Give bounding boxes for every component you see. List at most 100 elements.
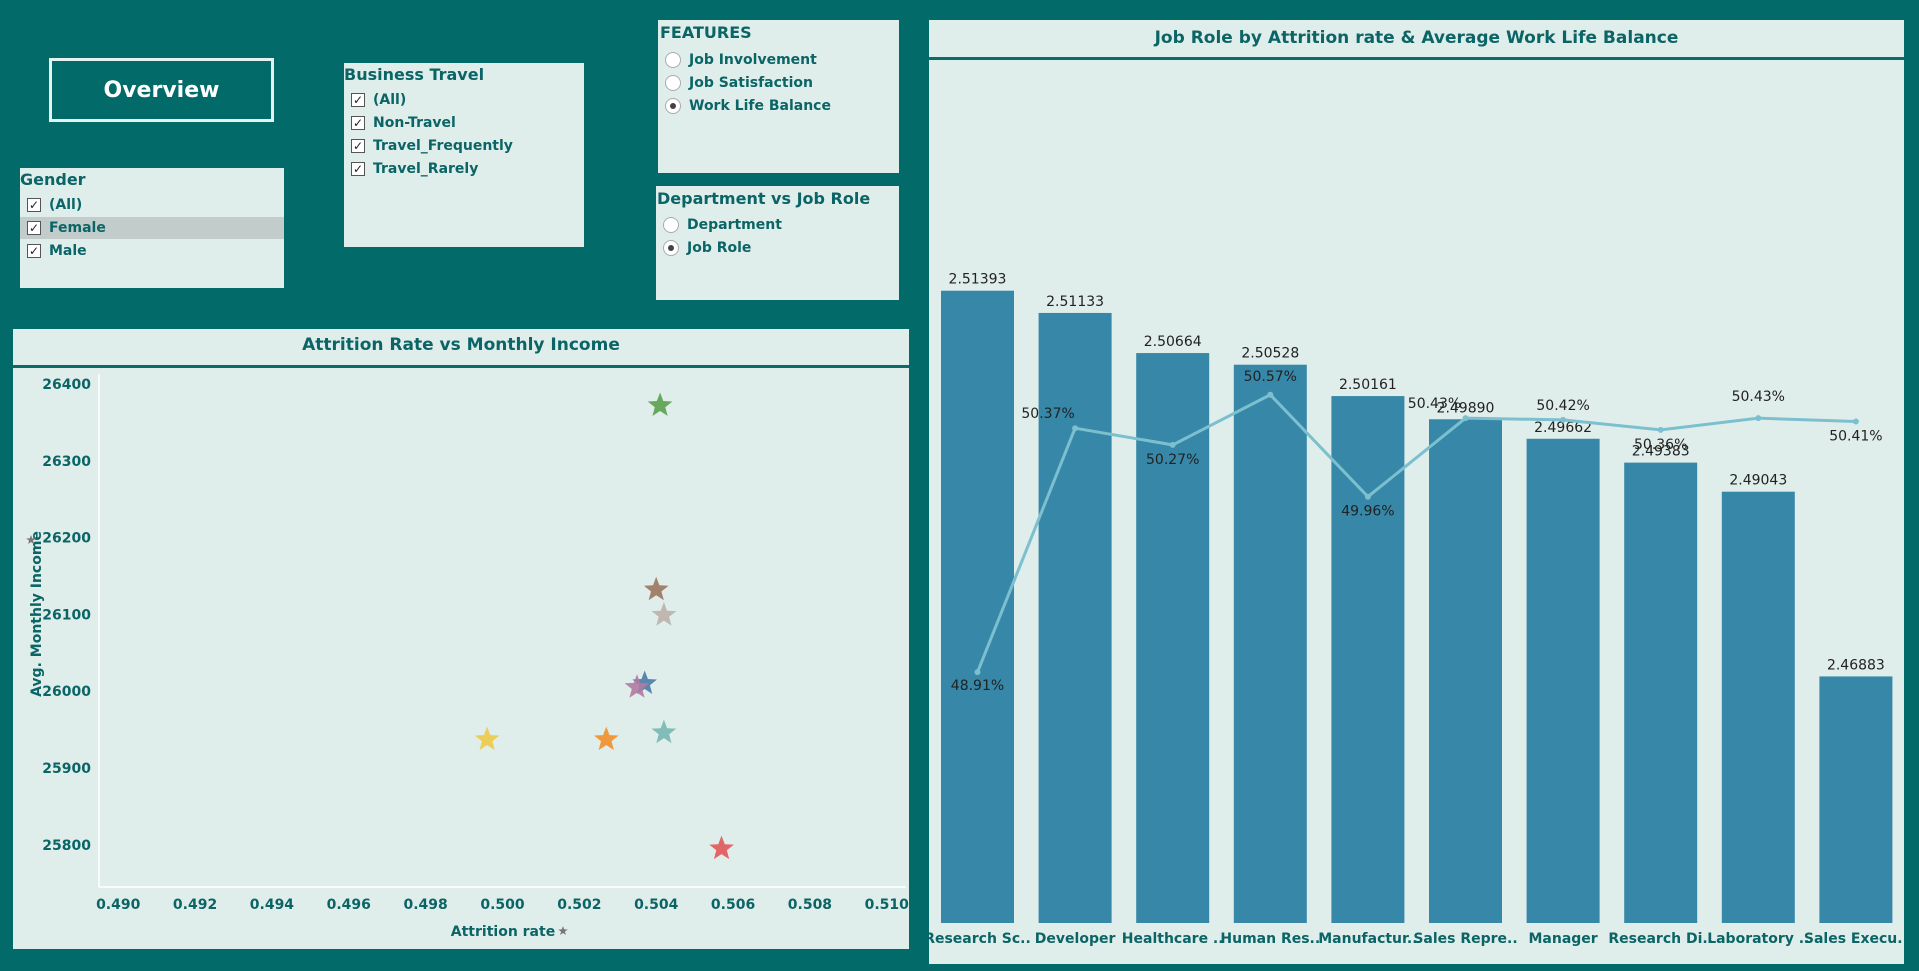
gender-option[interactable]: ✓ (All) bbox=[20, 194, 284, 216]
feature-option-label: Work Life Balance bbox=[689, 98, 831, 114]
scatter-plot: 25800 25900 26000 26100 26200 26300 26400 0.490… bbox=[26, 374, 909, 940]
radio-icon[interactable] bbox=[663, 217, 679, 233]
bar-category-label: Sales Repre.. bbox=[1413, 931, 1517, 947]
gender-option[interactable]: ✓ Male bbox=[20, 240, 284, 262]
radio-icon[interactable] bbox=[665, 52, 681, 68]
attrition-rate-point[interactable] bbox=[1462, 415, 1469, 422]
checkbox-icon[interactable]: ✓ bbox=[351, 162, 365, 176]
business-travel-option[interactable]: ✓ Travel_Rarely bbox=[344, 158, 584, 180]
bar-category-label: Manufactur.. bbox=[1318, 931, 1417, 947]
scatter-x-tick-label: 0.500 bbox=[480, 897, 525, 913]
scatter-x-tick-label: 0.502 bbox=[557, 897, 601, 913]
bar-average-work-life-balance[interactable] bbox=[1331, 396, 1405, 923]
scatter-y-tick-label: 26200 bbox=[42, 531, 91, 547]
radio-icon[interactable] bbox=[665, 98, 681, 114]
attrition-rate-label: 50.43% bbox=[1408, 396, 1461, 412]
bar-average-work-life-balance[interactable] bbox=[1136, 353, 1210, 923]
scatter-point-star[interactable] bbox=[709, 835, 734, 860]
attrition-rate-label: 49.96% bbox=[1341, 504, 1394, 520]
gender-option-label: Male bbox=[49, 243, 87, 259]
radio-icon[interactable] bbox=[663, 240, 679, 256]
business-travel-option[interactable]: ✓ Travel_Frequently bbox=[344, 135, 584, 157]
bar-average-work-life-balance[interactable] bbox=[1233, 364, 1307, 923]
dept-vs-role-option-label: Job Role bbox=[687, 240, 752, 256]
business-travel-option-label: Travel_Rarely bbox=[373, 161, 479, 177]
scatter-point-star[interactable] bbox=[643, 576, 669, 601]
bar-value-label: 2.50528 bbox=[1241, 346, 1299, 362]
gender-option[interactable]: ✓ Female bbox=[20, 217, 284, 239]
attrition-rate-point[interactable] bbox=[1755, 415, 1762, 422]
bar-value-label: 2.50161 bbox=[1339, 377, 1397, 393]
attrition-rate-label: 50.37% bbox=[1021, 406, 1074, 422]
business-travel-option-label: Travel_Frequently bbox=[373, 138, 513, 154]
scatter-point-star[interactable] bbox=[632, 670, 657, 695]
checkbox-icon[interactable]: ✓ bbox=[351, 116, 365, 130]
scatter-chart-panel: Attrition Rate vs Monthly Income 25800 25… bbox=[13, 329, 909, 949]
bar-value-label: 2.51133 bbox=[1046, 294, 1104, 310]
attrition-rate-point[interactable] bbox=[1560, 416, 1567, 423]
business-travel-option[interactable]: ✓ Non-Travel bbox=[344, 112, 584, 134]
checkbox-icon[interactable]: ✓ bbox=[27, 198, 41, 212]
bar-average-work-life-balance[interactable] bbox=[1624, 462, 1698, 923]
scatter-title-divider bbox=[13, 365, 909, 368]
scatter-point-star[interactable] bbox=[647, 392, 673, 417]
bar-chart-title: Job Role by Attrition rate & Average Wor… bbox=[1154, 28, 1679, 48]
attrition-rate-line bbox=[976, 392, 1856, 673]
feature-option[interactable]: Job Involvement bbox=[658, 49, 899, 71]
attrition-rate-point[interactable] bbox=[1267, 391, 1274, 398]
business-travel-option[interactable]: ✓ (All) bbox=[344, 89, 584, 111]
checkbox-icon[interactable]: ✓ bbox=[351, 93, 365, 107]
bar-category-label: Healthcare .. bbox=[1122, 931, 1224, 947]
scatter-chart-title: Attrition Rate vs Monthly Income bbox=[302, 335, 620, 355]
dept-vs-role-option[interactable]: Department bbox=[656, 214, 899, 236]
bar-average-work-life-balance[interactable] bbox=[1526, 438, 1600, 923]
scatter-x-axis-title: Attrition rate bbox=[451, 924, 555, 940]
bar-category-label: Laboratory .. bbox=[1707, 931, 1809, 947]
scatter-point-star[interactable] bbox=[474, 726, 500, 751]
bar-category-label: Research Di.. bbox=[1608, 931, 1713, 947]
scatter-x-tick-label: 0.492 bbox=[173, 897, 217, 913]
bar-average-work-life-balance[interactable] bbox=[1819, 676, 1893, 923]
attrition-rate-point[interactable] bbox=[1852, 418, 1859, 425]
bar-value-label: 2.49043 bbox=[1729, 473, 1787, 489]
feature-option-label: Job Satisfaction bbox=[689, 75, 813, 91]
attrition-rate-label: 50.36% bbox=[1634, 437, 1687, 453]
bar-average-work-life-balance[interactable] bbox=[941, 290, 1014, 923]
feature-option-label: Job Involvement bbox=[689, 52, 817, 68]
bar-chart-panel: Job Role by Attrition rate & Average Wor… bbox=[929, 20, 1904, 964]
overview-button[interactable]: Overview bbox=[49, 58, 274, 122]
scatter-x-tick-label: 0.496 bbox=[327, 897, 371, 913]
bar-category-label: Manager bbox=[1528, 931, 1597, 947]
bar-value-label: 2.50664 bbox=[1144, 334, 1202, 350]
attrition-rate-point[interactable] bbox=[1169, 441, 1176, 448]
checkbox-icon[interactable]: ✓ bbox=[27, 221, 41, 235]
dept-vs-role-parameter-title: Department vs Job Role bbox=[657, 189, 871, 208]
attrition-rate-label: 50.57% bbox=[1244, 369, 1297, 385]
scatter-y-tick-label: 26000 bbox=[42, 684, 91, 700]
bar-average-work-life-balance[interactable] bbox=[1429, 419, 1502, 923]
feature-option[interactable]: Work Life Balance bbox=[658, 95, 899, 117]
radio-icon[interactable] bbox=[665, 75, 681, 91]
checkbox-icon[interactable]: ✓ bbox=[27, 244, 41, 258]
pin-icon[interactable] bbox=[558, 926, 568, 935]
checkbox-icon[interactable]: ✓ bbox=[351, 139, 365, 153]
gender-option-label: Female bbox=[49, 220, 106, 236]
feature-option[interactable]: Job Satisfaction bbox=[658, 72, 899, 94]
dept-vs-role-parameter: Department vs Job Role Department Job Rol… bbox=[656, 186, 899, 300]
attrition-rate-point[interactable] bbox=[1657, 426, 1664, 433]
business-travel-option-label: (All) bbox=[373, 92, 407, 108]
scatter-point-star[interactable] bbox=[624, 674, 650, 698]
attrition-rate-point[interactable] bbox=[1072, 425, 1079, 432]
dept-vs-role-option[interactable]: Job Role bbox=[656, 237, 899, 259]
bar-average-work-life-balance[interactable] bbox=[1038, 312, 1112, 923]
attrition-rate-point[interactable] bbox=[974, 669, 981, 676]
attrition-rate-point[interactable] bbox=[1364, 493, 1371, 500]
bar-category-label: Sales Execu.. bbox=[1804, 931, 1904, 947]
scatter-point-star[interactable] bbox=[593, 726, 619, 751]
pin-icon[interactable] bbox=[26, 535, 36, 544]
scatter-point-star[interactable] bbox=[651, 602, 677, 626]
bar-average-work-life-balance[interactable] bbox=[1721, 491, 1795, 923]
scatter-point-star[interactable] bbox=[651, 719, 677, 744]
dept-vs-role-option-label: Department bbox=[687, 217, 782, 233]
bar-category-label: Research Sc.. bbox=[929, 931, 1031, 947]
